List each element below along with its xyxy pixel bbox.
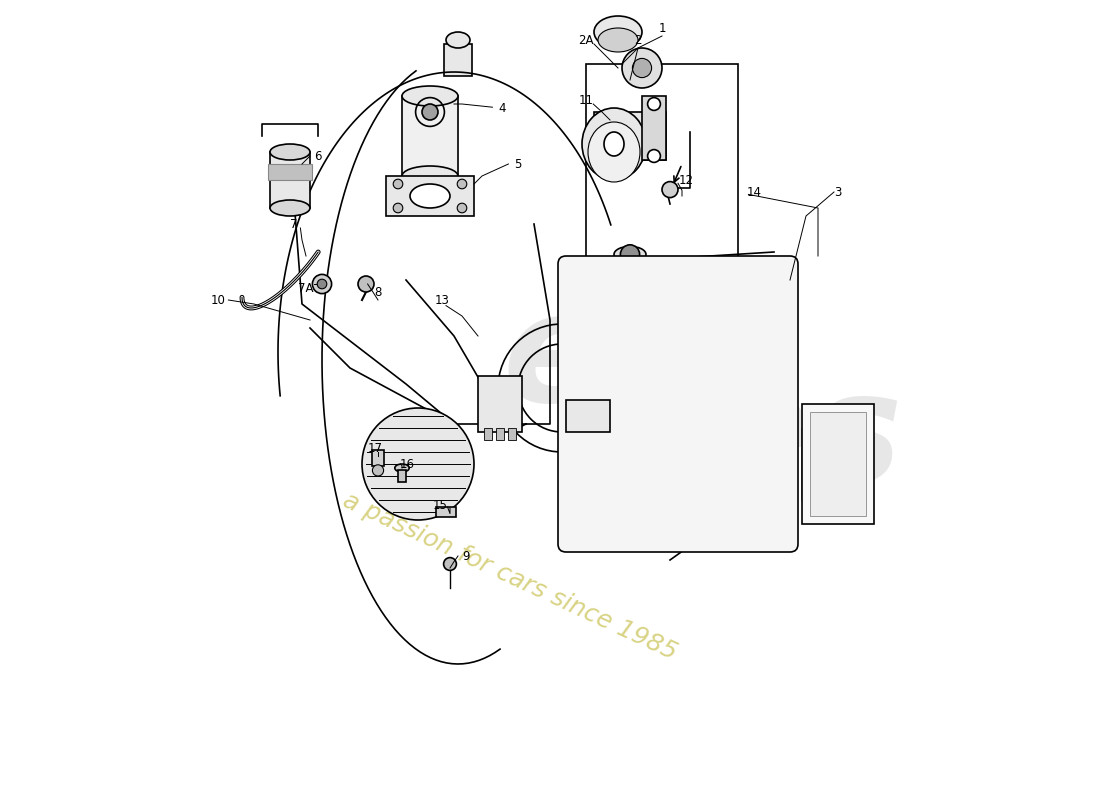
Circle shape (648, 150, 660, 162)
Bar (443, 44, 472, 76)
Bar (402, 96, 458, 176)
Circle shape (621, 48, 662, 88)
Text: 3: 3 (834, 186, 842, 198)
Circle shape (648, 98, 660, 110)
Text: a passion for cars since 1985: a passion for cars since 1985 (339, 488, 681, 664)
Ellipse shape (604, 132, 624, 156)
Polygon shape (386, 176, 474, 216)
FancyBboxPatch shape (558, 256, 798, 552)
Bar (802, 404, 874, 524)
Text: 9: 9 (462, 550, 470, 562)
Circle shape (362, 408, 474, 520)
Text: 2: 2 (635, 34, 641, 46)
Circle shape (620, 245, 639, 264)
Text: 15: 15 (433, 499, 448, 512)
Text: 11: 11 (579, 94, 594, 106)
Circle shape (651, 130, 664, 142)
Text: 12: 12 (679, 174, 693, 186)
Ellipse shape (582, 108, 646, 180)
Bar (484, 428, 493, 440)
Circle shape (393, 179, 403, 189)
Circle shape (393, 203, 403, 213)
Ellipse shape (402, 86, 458, 106)
Text: 16: 16 (400, 458, 415, 470)
Circle shape (317, 279, 327, 289)
Circle shape (604, 130, 616, 142)
Bar (586, 64, 738, 288)
Text: 17: 17 (368, 442, 383, 454)
Ellipse shape (410, 184, 450, 208)
Ellipse shape (402, 166, 458, 186)
Circle shape (443, 558, 456, 570)
Ellipse shape (598, 28, 638, 52)
Text: eur: eur (502, 286, 790, 434)
Circle shape (422, 104, 438, 120)
Text: 13: 13 (434, 294, 450, 306)
Bar (496, 428, 505, 440)
Bar (268, 164, 311, 180)
Bar (508, 428, 516, 440)
Text: 2A: 2A (579, 34, 594, 46)
Bar (810, 412, 866, 516)
Text: 5: 5 (515, 158, 521, 170)
Bar (398, 470, 406, 482)
Ellipse shape (614, 246, 646, 262)
Text: 6: 6 (315, 150, 321, 162)
Circle shape (628, 130, 640, 142)
Circle shape (632, 58, 651, 78)
Ellipse shape (588, 122, 640, 182)
Bar (372, 450, 384, 466)
Ellipse shape (594, 16, 642, 48)
Circle shape (358, 276, 374, 292)
Circle shape (312, 274, 331, 294)
Circle shape (458, 179, 466, 189)
Text: 7: 7 (290, 218, 298, 230)
Bar (598, 384, 694, 496)
Text: 7A: 7A (298, 282, 314, 294)
Circle shape (662, 182, 678, 198)
Bar (594, 112, 666, 160)
Text: 10: 10 (210, 294, 225, 306)
Text: 14: 14 (747, 186, 761, 198)
Ellipse shape (270, 144, 310, 160)
Ellipse shape (395, 464, 409, 472)
Bar (478, 376, 522, 432)
Circle shape (458, 203, 466, 213)
Text: es: es (708, 366, 903, 514)
Bar (642, 96, 666, 160)
Text: 1: 1 (658, 22, 666, 34)
Ellipse shape (270, 200, 310, 216)
Bar (270, 152, 310, 208)
Ellipse shape (446, 32, 470, 48)
Bar (566, 400, 610, 432)
Bar (437, 507, 455, 517)
Circle shape (373, 465, 384, 476)
Text: 8: 8 (374, 286, 382, 298)
Text: 4: 4 (498, 102, 506, 114)
